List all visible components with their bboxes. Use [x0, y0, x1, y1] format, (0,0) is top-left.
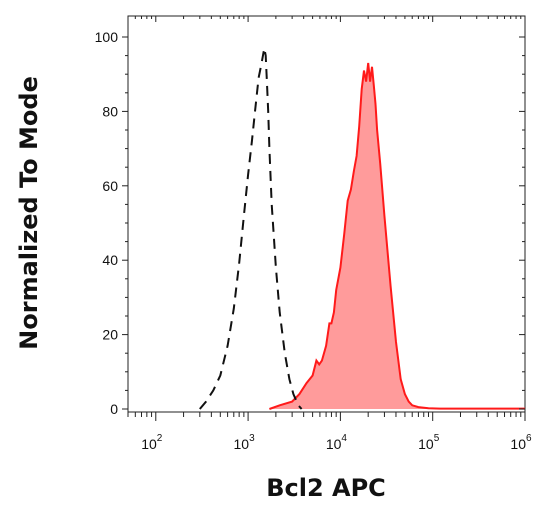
y-tick-label: 20	[102, 327, 118, 343]
x-axis: 102 103 104 105 106	[127, 16, 532, 452]
series-layer	[199, 48, 525, 410]
x-tick-label: 106	[510, 433, 532, 452]
y-tick-label: 0	[110, 401, 118, 417]
y-tick-label: 100	[95, 29, 119, 45]
y-tick-label: 60	[102, 178, 118, 194]
y-tick-label: 80	[102, 103, 118, 119]
x-tick-label: 105	[418, 433, 440, 452]
y-axis: 0 20 40 60 80 100	[95, 29, 525, 417]
x-tick-label: 103	[234, 433, 256, 452]
series-line-control	[199, 48, 303, 410]
series-area-fill	[269, 63, 525, 409]
x-axis-title: Bcl2 APC	[266, 474, 386, 502]
series-line-stained	[269, 62, 525, 410]
y-axis-title: Normalized To Mode	[15, 76, 43, 350]
x-tick-label: 102	[141, 433, 163, 452]
y-tick-label: 40	[102, 252, 118, 268]
x-tick-label: 104	[326, 433, 348, 452]
